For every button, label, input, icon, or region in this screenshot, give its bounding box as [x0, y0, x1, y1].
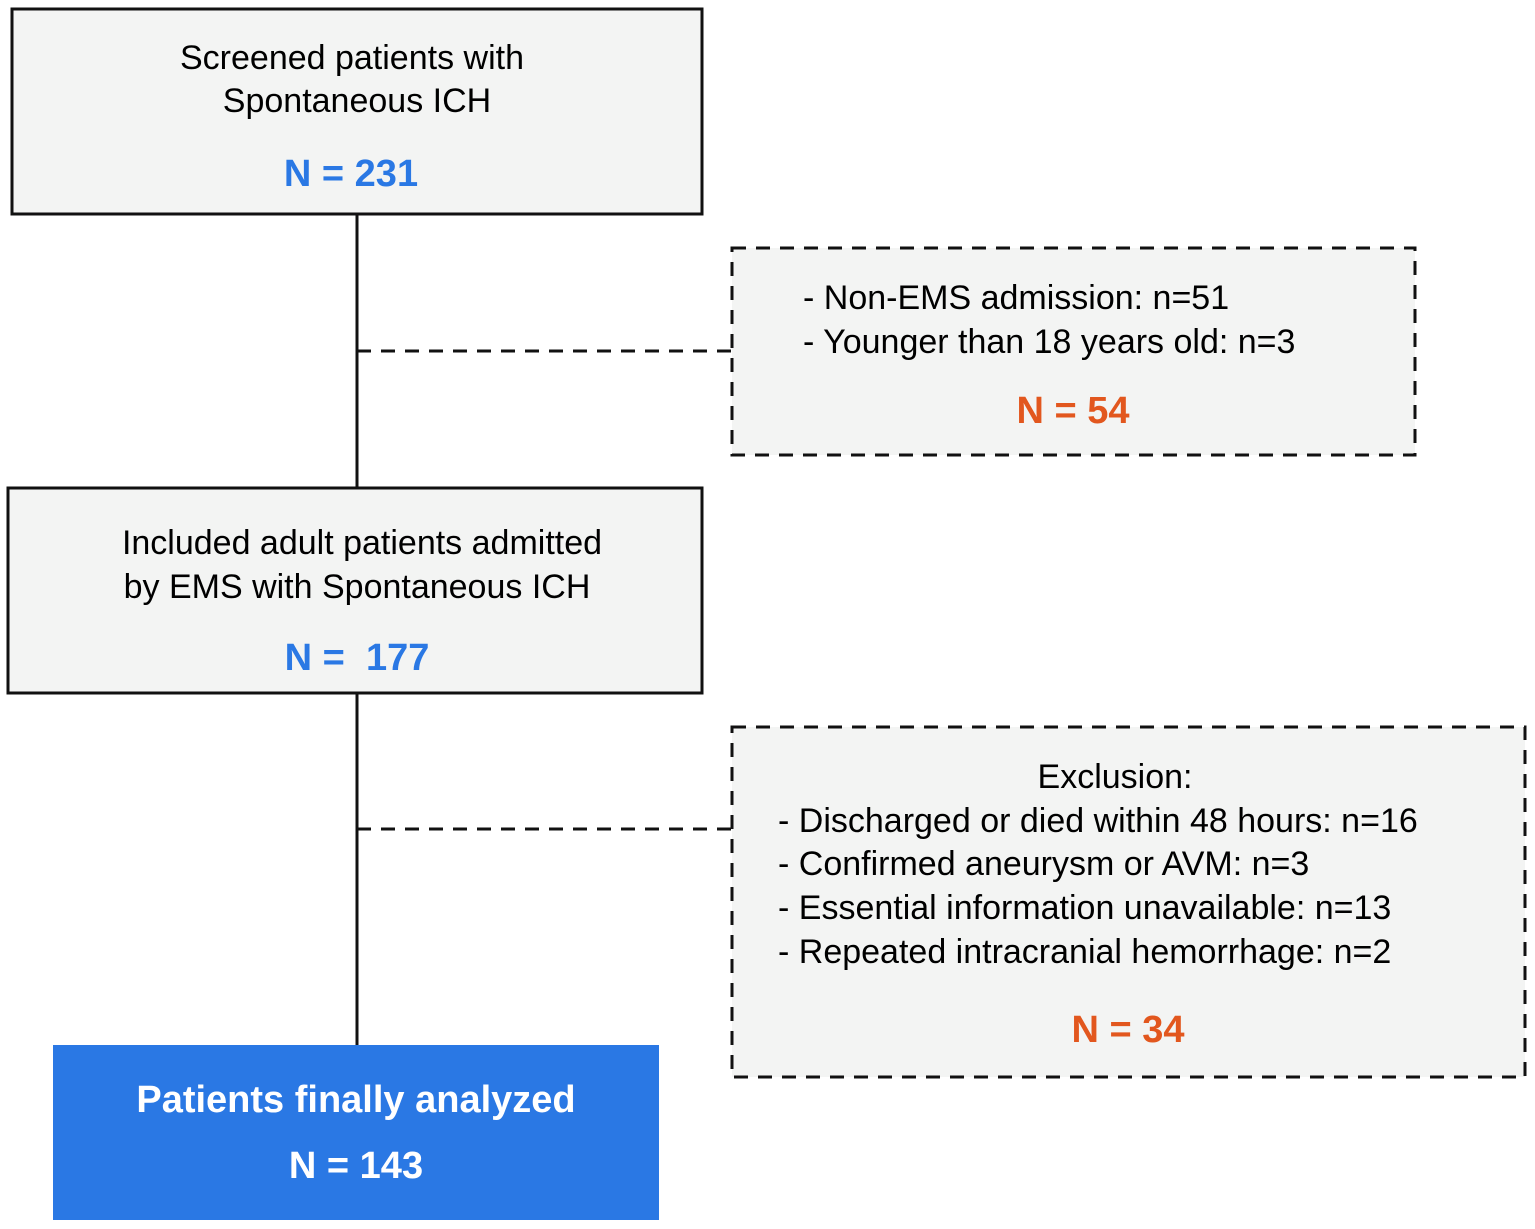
count: N = 143 — [289, 1145, 423, 1187]
exclusion-box — [730, 246, 1417, 457]
exclusion-text: - Discharged or died within 48 hours: n=… — [778, 802, 1418, 840]
exclusion-text: - Younger than 18 years old: n=3 — [803, 323, 1295, 361]
count: N = 34 — [1071, 1009, 1184, 1051]
exclusion-text: - Confirmed aneurysm or AVM: n=3 — [778, 845, 1309, 883]
box-text: by EMS with Spontaneous ICH — [124, 568, 591, 606]
exclusion-heading: Exclusion: — [1038, 758, 1193, 796]
box-text: Included adult patients admitted — [122, 524, 602, 562]
exclusion-text: - Repeated intracranial hemorrhage: n=2 — [778, 933, 1391, 971]
included-box — [6, 486, 704, 695]
screened-box — [10, 7, 704, 216]
box-text: Spontaneous ICH — [223, 82, 491, 120]
final-box — [53, 1045, 659, 1220]
exclusion-box — [730, 725, 1527, 1079]
box-text: Screened patients with — [180, 39, 524, 77]
exclusion-text: - Non-EMS admission: n=51 — [803, 279, 1229, 317]
count: N = 54 — [1016, 390, 1129, 432]
exclusion-text: - Essential information unavailable: n=1… — [778, 889, 1391, 927]
final-title: Patients finally analyzed — [136, 1079, 575, 1121]
count: N = 177 — [285, 637, 430, 679]
count: N = 231 — [284, 153, 418, 195]
